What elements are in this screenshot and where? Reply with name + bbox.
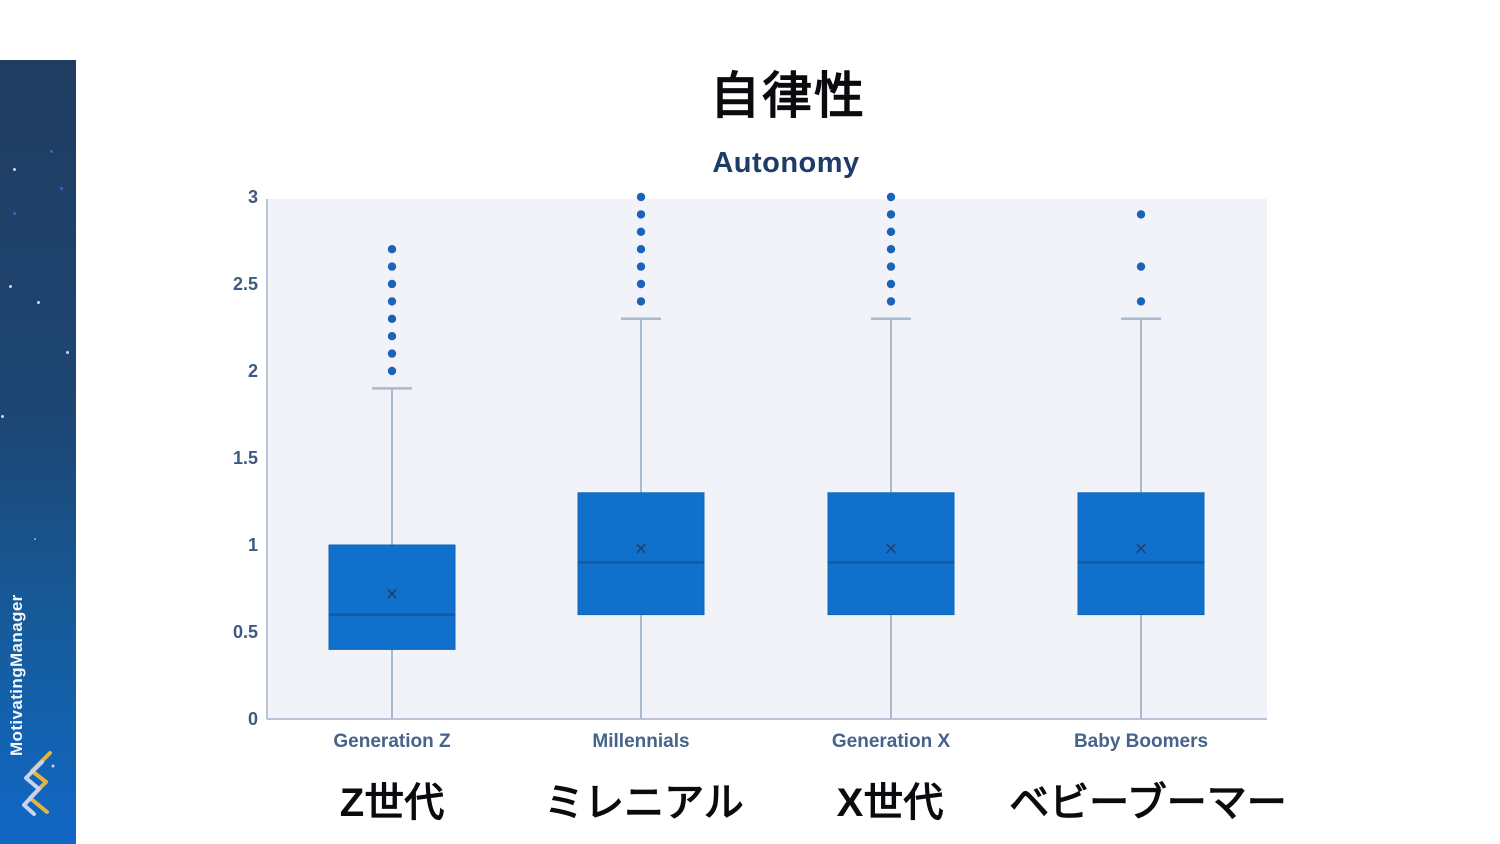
outlier-dot: [387, 332, 397, 341]
y-tick-label: 0: [248, 709, 258, 729]
box-iqr: [827, 492, 955, 616]
outlier-dot: [636, 262, 646, 271]
y-tick-label: 0.5: [233, 622, 258, 642]
y-tick-label: 1.5: [233, 448, 258, 468]
outlier-dot: [387, 262, 397, 271]
category-label-ja-baby-boomers: ベビーブーマー: [1009, 781, 1287, 825]
outlier-dot: [387, 297, 397, 306]
y-tick-label: 2: [248, 361, 258, 381]
boxplot-generation-z: [328, 245, 456, 719]
box-iqr: [328, 544, 456, 650]
outlier-dot: [886, 210, 896, 219]
mean-marker: [1136, 543, 1146, 554]
category-label-ja-millennials: ミレニアル: [544, 781, 744, 825]
outlier-dot: [886, 245, 896, 254]
box-iqr: [1077, 492, 1205, 616]
boxplot-generation-x: [827, 192, 955, 719]
outlier-dot: [1136, 210, 1146, 219]
star-dot: [34, 538, 36, 540]
outlier-dot: [636, 227, 646, 236]
boxplot-baby-boomers: [1077, 210, 1205, 719]
outlier-dot: [1136, 297, 1146, 306]
star-dot: [1, 415, 4, 418]
mean-marker: [636, 543, 646, 554]
y-tick-label: 2.5: [233, 274, 258, 294]
outlier-dot: [636, 210, 646, 219]
mean-marker: [886, 543, 896, 554]
star-dot: [60, 187, 63, 190]
sidebar: MotivatingManager: [0, 60, 76, 844]
category-label-ja-generation-z: Z世代: [339, 781, 445, 825]
category-label-generation-z: Generation Z: [333, 731, 451, 752]
boxplot-millennials: [577, 192, 705, 719]
outlier-dot: [636, 192, 646, 202]
category-label-baby-boomers: Baby Boomers: [1073, 731, 1209, 752]
category-label-millennials: Millennials: [592, 731, 690, 752]
category-label-generation-x: Generation X: [831, 731, 951, 752]
outlier-dot: [387, 366, 397, 376]
star-dot: [9, 285, 12, 288]
chart-title: Autonomy: [712, 147, 860, 179]
outlier-dot: [886, 227, 896, 236]
star-dot: [37, 301, 40, 304]
star-dot: [13, 212, 16, 215]
outlier-dot: [387, 349, 397, 358]
mean-marker: [387, 588, 397, 599]
box-iqr: [577, 492, 705, 616]
outlier-dot: [1136, 262, 1146, 271]
brand-logo-icon: [22, 751, 55, 816]
outlier-dot: [387, 279, 397, 289]
category-label-ja-generation-x: X世代: [836, 781, 944, 825]
outlier-dot: [387, 245, 397, 254]
outlier-dot: [636, 279, 646, 289]
y-tick-label: 3: [248, 187, 258, 207]
star-dot: [50, 150, 53, 153]
page-title-japanese: 自律性: [710, 68, 866, 124]
outlier-dot: [886, 297, 896, 306]
star-dot: [13, 168, 16, 171]
star-dot: [66, 351, 69, 354]
outlier-dot: [636, 297, 646, 306]
outlier-dot: [886, 262, 896, 271]
outlier-dot: [636, 245, 646, 254]
outlier-dot: [387, 314, 397, 323]
y-tick-label: 1: [248, 535, 258, 555]
outlier-dot: [886, 279, 896, 289]
outlier-dot: [886, 192, 896, 202]
